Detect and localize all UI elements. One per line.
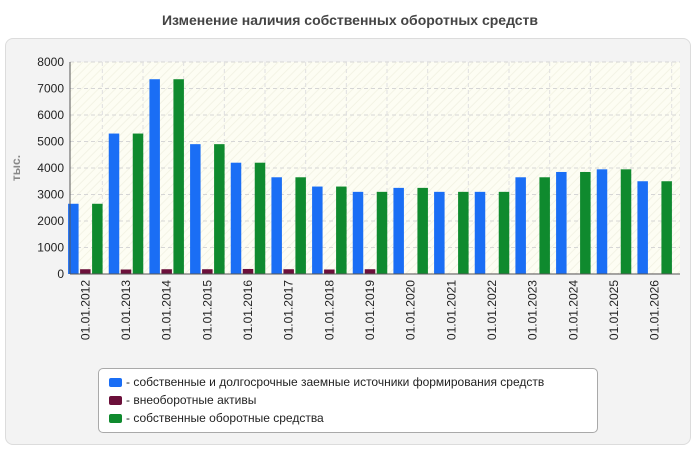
x-tick-label: 01.01.2015 [200,280,214,340]
legend-item-1: - собственные и долгосрочные заемные ист… [109,373,587,391]
y-tick-label: 7000 [37,82,64,96]
bar-1-01.01.2026 [637,181,648,274]
x-tick-label: 01.01.2021 [444,280,458,340]
x-tick-label: 01.01.2022 [485,280,499,340]
bar-3-01.01.2014 [173,79,184,274]
bar-2-01.01.2019 [364,269,376,274]
legend-label: - собственные оборотные средства [126,411,324,425]
chart-title: Изменение наличия собственных оборотных … [161,12,539,28]
legend-item-3: - собственные оборотные средства [109,409,587,427]
bar-3-01.01.2016 [254,162,266,274]
bar-3-01.01.2017 [295,177,306,274]
bar-1-01.01.2019 [352,191,364,274]
bar-1-01.01.2024 [556,171,567,274]
bar-3-01.01.2019 [376,191,388,274]
x-tick-label: 01.01.2016 [241,280,255,340]
y-tick-label: 2000 [37,214,64,228]
legend-label: - внеоборотные активы [126,393,257,407]
y-tick-label: 1000 [37,241,64,255]
bar-2-01.01.2014 [161,269,172,274]
bar-1-01.01.2021 [434,191,445,274]
bar-1-01.01.2018 [312,186,323,274]
bar-3-01.01.2020 [417,187,428,274]
x-tick-label: 01.01.2024 [566,280,580,340]
bar-2-01.01.2016 [242,268,254,274]
bar-3-01.01.2025 [620,169,632,274]
bar-1-01.01.2012 [68,203,79,274]
bar-3-01.01.2012 [92,203,103,274]
legend-swatch [109,395,122,405]
bar-3-01.01.2015 [214,144,225,274]
y-tick-label: 3000 [37,188,64,202]
bar-2-01.01.2012 [80,269,91,274]
x-tick-label: 01.01.2020 [404,280,418,340]
bar-1-01.01.2022 [474,191,486,274]
y-tick-label: 5000 [37,135,64,149]
legend-swatch [109,377,122,387]
bar-2-01.01.2017 [283,269,294,274]
x-tick-label: 01.01.2023 [526,280,540,340]
x-tick-label: 01.01.2026 [648,280,662,340]
legend-swatch [109,413,122,423]
bar-1-01.01.2025 [596,169,608,274]
y-axis-label: тыс. [9,155,23,181]
bar-3-01.01.2021 [458,191,469,274]
bar-3-01.01.2013 [132,133,144,274]
bar-3-01.01.2022 [498,191,510,274]
bar-1-01.01.2017 [271,177,282,274]
bar-2-01.01.2013 [120,269,132,274]
bar-2-01.01.2015 [202,269,213,274]
y-tick-label: 8000 [37,55,64,69]
bar-1-01.01.2015 [190,144,201,274]
legend: - собственные и долгосрочные заемные ист… [98,368,598,433]
x-tick-label: 01.01.2017 [282,280,296,340]
bar-3-01.01.2018 [336,186,347,274]
legend-item-2: - внеоборотные активы [109,391,587,409]
bar-1-01.01.2016 [230,162,242,274]
bar-3-01.01.2023 [539,177,550,274]
bar-1-01.01.2023 [515,177,526,274]
bar-1-01.01.2013 [108,133,120,274]
y-tick-label: 6000 [37,108,64,122]
bar-3-01.01.2026 [661,181,672,274]
bar-1-01.01.2020 [393,187,404,274]
x-tick-label: 01.01.2018 [322,280,336,340]
bar-2-01.01.2018 [324,269,335,274]
bar-3-01.01.2024 [580,171,591,274]
bar-1-01.01.2014 [149,79,160,274]
x-tick-label: 01.01.2019 [363,280,377,340]
y-tick-label: 4000 [37,161,64,175]
x-tick-label: 01.01.2013 [119,280,133,340]
x-tick-label: 01.01.2025 [607,280,621,340]
x-tick-label: 01.01.2012 [78,280,92,340]
y-tick-label: 0 [57,267,64,281]
x-tick-label: 01.01.2014 [160,280,174,340]
legend-label: - собственные и долгосрочные заемные ист… [126,375,545,389]
